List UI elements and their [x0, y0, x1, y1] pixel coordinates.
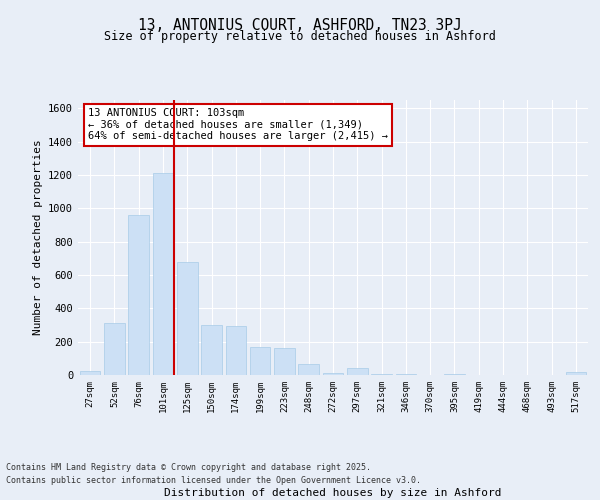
Text: 13 ANTONIUS COURT: 103sqm
← 36% of detached houses are smaller (1,349)
64% of se: 13 ANTONIUS COURT: 103sqm ← 36% of detac… [88, 108, 388, 142]
Bar [566, 372, 586, 375]
Text: Contains HM Land Registry data © Crown copyright and database right 2025.: Contains HM Land Registry data © Crown c… [6, 464, 371, 472]
Bar [395, 374, 416, 375]
Bar [128, 215, 149, 375]
Bar [274, 348, 295, 375]
Bar [152, 174, 173, 375]
Bar [444, 374, 465, 375]
Bar [201, 325, 222, 375]
Bar [323, 372, 343, 375]
Bar [80, 371, 100, 375]
Bar [226, 326, 246, 375]
Bar [298, 364, 319, 375]
Bar [250, 346, 271, 375]
Y-axis label: Number of detached properties: Number of detached properties [32, 140, 43, 336]
Bar [347, 368, 368, 375]
X-axis label: Distribution of detached houses by size in Ashford: Distribution of detached houses by size … [164, 488, 502, 498]
Bar [371, 374, 392, 375]
Text: Size of property relative to detached houses in Ashford: Size of property relative to detached ho… [104, 30, 496, 43]
Text: Contains public sector information licensed under the Open Government Licence v3: Contains public sector information licen… [6, 476, 421, 485]
Text: 13, ANTONIUS COURT, ASHFORD, TN23 3PJ: 13, ANTONIUS COURT, ASHFORD, TN23 3PJ [138, 18, 462, 32]
Bar [104, 324, 125, 375]
Bar [177, 262, 197, 375]
